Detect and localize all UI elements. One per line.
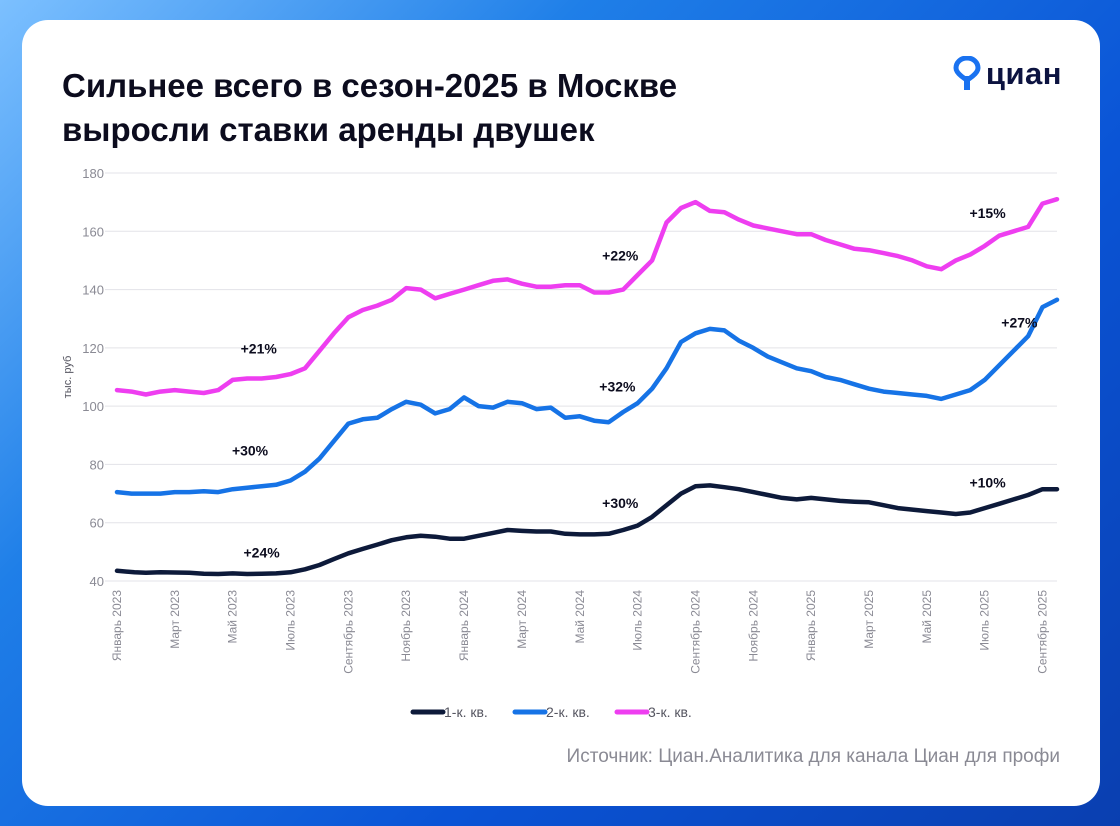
location-pin-icon	[953, 56, 981, 90]
y-tick-label: 140	[82, 283, 104, 298]
x-tick-label: Сентябрь 2024	[688, 590, 702, 674]
x-tick-label: Март 2023	[168, 590, 182, 649]
x-tick-label: Сентябрь 2023	[341, 590, 355, 674]
series-line-s1	[114, 483, 1060, 577]
series-line-s2	[114, 297, 1060, 496]
x-tick-label: Март 2024	[515, 590, 529, 649]
x-tick-label: Май 2023	[226, 590, 240, 644]
legend-label: 3-к. кв.	[648, 704, 692, 720]
chart-card: Сильнее всего в сезон-2025 в Москве выро…	[22, 20, 1100, 806]
y-tick-label: 60	[90, 516, 104, 531]
x-tick-label: Июль 2025	[978, 590, 992, 651]
data-label: +30%	[232, 443, 269, 459]
x-tick-label: Май 2025	[920, 590, 934, 644]
legend-label: 1-к. кв.	[444, 704, 488, 720]
series-line-s3	[114, 196, 1060, 397]
x-tick-label: Ноябрь 2024	[746, 590, 760, 662]
x-tick-label: Январь 2023	[110, 590, 124, 661]
y-tick-label: 120	[82, 341, 104, 356]
x-tick-label: Июль 2024	[631, 590, 645, 651]
cian-logo[interactable]: циан	[952, 52, 1062, 96]
data-label: +22%	[602, 247, 639, 263]
x-tick-label: Май 2024	[573, 590, 587, 644]
logo-text: циан	[985, 56, 1062, 91]
y-tick-label: 180	[82, 166, 104, 181]
data-label: +24%	[244, 545, 281, 561]
data-label: +27%	[1001, 314, 1038, 330]
x-tick-label: Март 2025	[862, 590, 876, 649]
data-label: +15%	[969, 205, 1006, 221]
x-tick-label: Сентябрь 2025	[1036, 590, 1050, 674]
y-tick-label: 160	[82, 224, 104, 239]
y-tick-label: 40	[90, 574, 104, 589]
legend-label: 2-к. кв.	[546, 704, 590, 720]
x-tick-label: Январь 2024	[457, 590, 471, 661]
data-label: +30%	[602, 495, 639, 511]
y-tick-label: 80	[90, 457, 104, 472]
x-tick-label: Ноябрь 2023	[399, 590, 413, 662]
x-tick-label: Январь 2025	[804, 590, 818, 661]
x-tick-label: Июль 2023	[284, 590, 298, 651]
y-tick-label: 100	[82, 399, 104, 414]
data-label: +10%	[969, 475, 1006, 491]
page-title: Сильнее всего в сезон-2025 в Москве выро…	[62, 67, 678, 148]
source-note: Источник: Циан.Аналитика для канала Циан…	[566, 746, 1060, 767]
data-label: +21%	[241, 341, 278, 357]
y-axis-label: тыс. руб	[62, 356, 74, 398]
data-label: +32%	[599, 379, 636, 395]
